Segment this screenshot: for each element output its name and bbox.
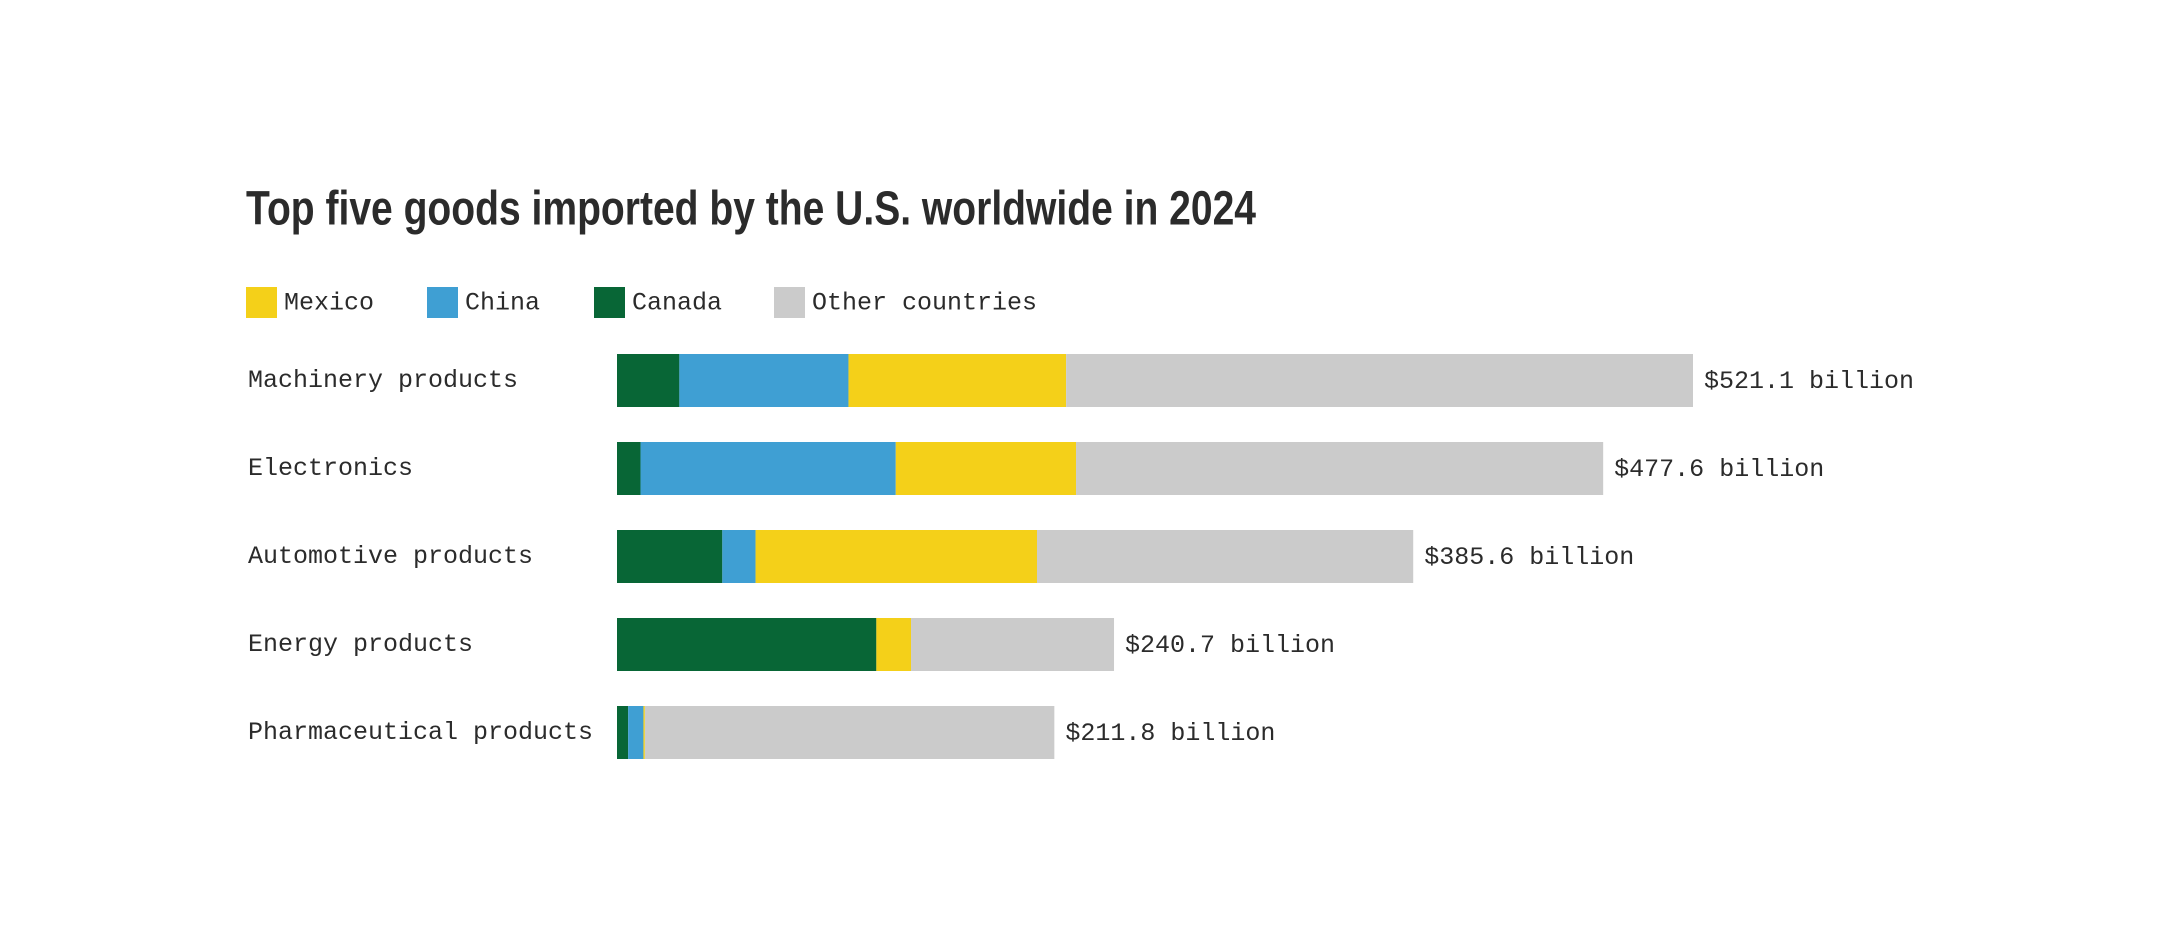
- legend-label: Canada: [632, 289, 722, 318]
- total-label: $240.7 billion: [1125, 631, 1335, 660]
- bar-segment: [617, 354, 680, 407]
- bar-segment: [1036, 530, 1414, 583]
- total-label: $211.8 billion: [1065, 719, 1275, 748]
- bar-segment: [722, 530, 756, 583]
- bar-segment: [1076, 442, 1604, 495]
- bar-segment: [640, 442, 896, 495]
- legend-swatch: [594, 287, 625, 318]
- legend-label: Mexico: [284, 289, 374, 318]
- bar-segment: [679, 354, 849, 407]
- total-label: $477.6 billion: [1614, 455, 1824, 484]
- category-label: Machinery products: [248, 366, 518, 395]
- bar-segment: [617, 618, 877, 671]
- bar-segment: [755, 530, 1037, 583]
- bar-segment: [617, 706, 629, 759]
- bar-segment: [644, 706, 1055, 759]
- bar-segment: [895, 442, 1077, 495]
- bar-segment: [628, 706, 644, 759]
- legend-swatch: [774, 287, 805, 318]
- category-label: Electronics: [248, 454, 413, 483]
- category-label: Automotive products: [248, 542, 533, 571]
- bar-segment: [1066, 354, 1693, 407]
- legend-swatch: [427, 287, 458, 318]
- bar-segment: [911, 618, 1115, 671]
- legend-label: China: [465, 289, 540, 318]
- bar-segment: [848, 354, 1067, 407]
- total-label: $385.6 billion: [1424, 543, 1634, 572]
- category-label: Pharmaceutical products: [248, 718, 593, 747]
- bar-segment: [617, 442, 641, 495]
- bar-segment: [876, 618, 912, 671]
- chart-title: Top five goods imported by the U.S. worl…: [246, 183, 1256, 236]
- bar-segment: [643, 706, 645, 759]
- total-label: $521.1 billion: [1704, 367, 1914, 396]
- category-label: Energy products: [248, 630, 473, 659]
- bar-segment: [617, 530, 723, 583]
- legend-swatch: [246, 287, 277, 318]
- legend-label: Other countries: [812, 289, 1037, 318]
